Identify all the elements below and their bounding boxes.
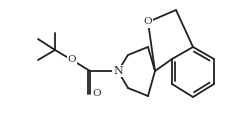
Text: O: O [143, 18, 152, 27]
Text: N: N [113, 66, 122, 76]
Text: O: O [92, 89, 101, 98]
Text: O: O [67, 55, 76, 65]
